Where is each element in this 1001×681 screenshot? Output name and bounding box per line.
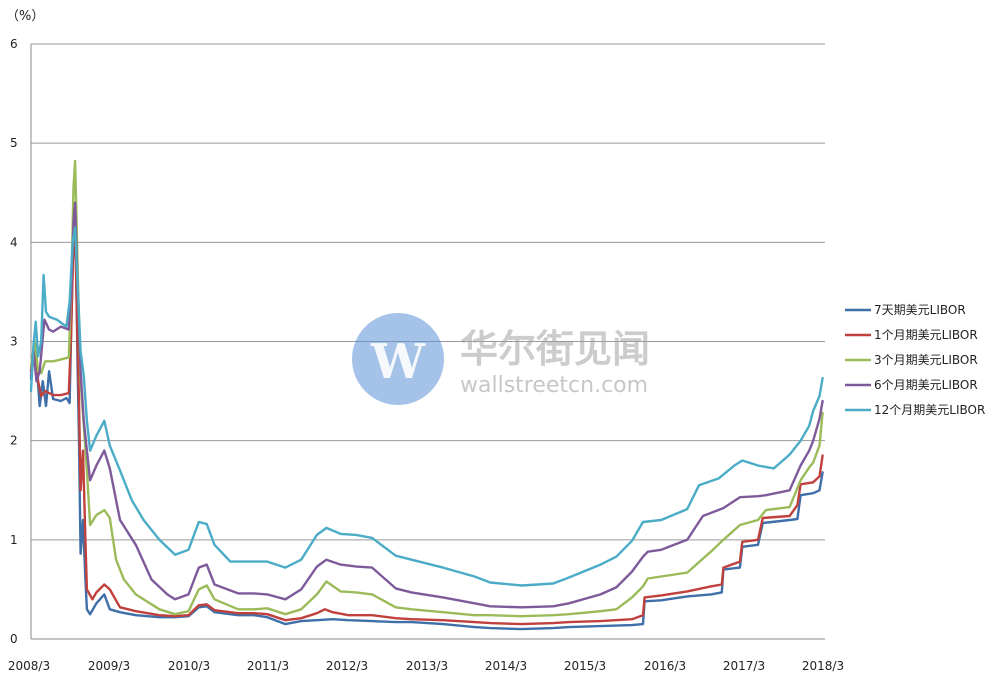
x-tick-label: 2017/3 [723,659,765,673]
y-unit-label: （%） [6,9,44,24]
x-tick-label: 2013/3 [406,659,448,673]
y-tick-label: 3 [10,335,18,349]
legend-label-1: 1个月期美元LIBOR [874,328,978,342]
watermark-en-text: wallstreetcn.com [460,373,648,398]
watermark-logo-letter: W [370,334,426,390]
gridlines [30,43,825,640]
series-line-0 [29,241,824,631]
series-line-4 [29,226,824,587]
x-tick-label: 2009/3 [88,659,130,673]
legend-label-3: 6个月期美元LIBOR [874,378,978,392]
legend-label-2: 3个月期美元LIBOR [874,353,978,367]
legend-label-4: 12个月期美元LIBOR [874,403,985,417]
y-tick-label: 5 [10,136,18,150]
legend: 7天期美元LIBOR 1个月期美元LIBOR 3个月期美元LIBOR 6个月期美元LI… [845,303,985,417]
y-tick-label: 1 [10,533,18,547]
legend-label-0: 7天期美元LIBOR [874,303,966,317]
watermark: W 华尔街见闻 wallstreetcn.com [352,313,650,405]
x-tick-label: 2008/3 [8,659,50,673]
x-axis-ticks: 2008/3 2009/3 2010/3 2011/3 2012/3 2013/3 2014… [8,659,844,673]
series-line-3 [29,201,824,609]
y-tick-label: 4 [10,235,18,249]
watermark-cn-text: 华尔街见闻 [460,327,650,371]
y-tick-label: 6 [10,37,18,51]
y-tick-label: 2 [10,434,18,448]
x-tick-label: 2012/3 [326,659,368,673]
y-tick-label: 0 [10,632,18,646]
y-axis-ticks: 0 1 2 3 4 5 6 [10,37,18,646]
series-line-1 [29,226,824,626]
x-tick-label: 2015/3 [564,659,606,673]
series-lines [29,159,824,631]
x-tick-label: 2018/3 [802,659,844,673]
x-tick-label: 2014/3 [485,659,527,673]
x-tick-label: 2010/3 [168,659,210,673]
watermark-logo-icon [352,313,444,405]
x-tick-label: 2016/3 [644,659,686,673]
x-tick-label: 2011/3 [247,659,289,673]
